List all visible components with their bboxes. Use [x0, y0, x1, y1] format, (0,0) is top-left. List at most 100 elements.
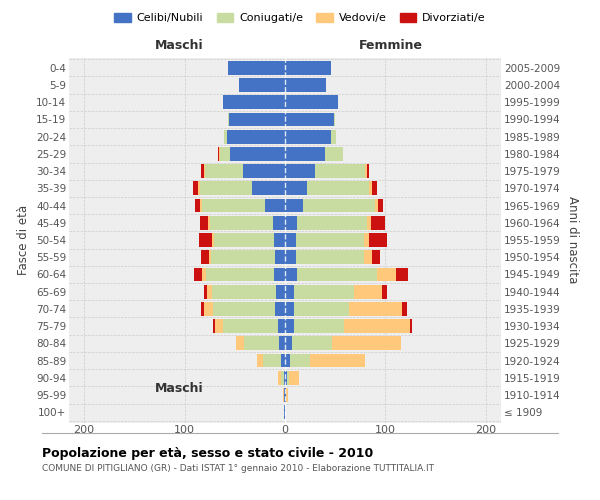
Bar [265, 198, 285, 212]
Bar [344, 319, 410, 333]
Bar [200, 182, 252, 195]
Bar [193, 182, 197, 195]
Bar [365, 164, 367, 178]
Bar [203, 302, 212, 316]
Bar [370, 182, 373, 195]
Bar [285, 336, 292, 350]
Bar [203, 285, 206, 298]
Bar [285, 268, 297, 281]
Bar [371, 216, 385, 230]
Bar [202, 198, 265, 212]
Bar [230, 147, 285, 161]
Bar [229, 112, 285, 126]
Text: Popolazione per età, sesso e stato civile - 2010: Popolazione per età, sesso e stato civil… [42, 448, 373, 460]
Bar [287, 371, 289, 384]
Bar [197, 182, 200, 195]
Bar [227, 130, 285, 143]
Bar [364, 233, 370, 247]
Bar [285, 96, 338, 109]
Bar [228, 112, 229, 126]
Bar [284, 388, 285, 402]
Bar [377, 268, 395, 281]
Bar [278, 319, 285, 333]
Bar [373, 250, 380, 264]
Y-axis label: Anni di nascita: Anni di nascita [566, 196, 579, 284]
Bar [285, 112, 334, 126]
Bar [285, 61, 331, 74]
Bar [290, 354, 310, 368]
Bar [218, 147, 220, 161]
Bar [236, 336, 244, 350]
Text: Maschi: Maschi [155, 39, 204, 52]
Bar [279, 336, 285, 350]
Bar [194, 268, 202, 281]
Bar [331, 130, 336, 143]
Bar [274, 233, 285, 247]
Bar [310, 354, 365, 368]
Bar [376, 198, 379, 212]
Bar [373, 182, 377, 195]
Bar [281, 354, 285, 368]
Bar [224, 130, 227, 143]
Bar [286, 388, 288, 402]
Bar [199, 233, 212, 247]
Bar [212, 233, 214, 247]
Bar [285, 78, 326, 92]
Bar [364, 250, 373, 264]
Bar [285, 285, 294, 298]
Bar [382, 285, 388, 298]
Bar [200, 250, 209, 264]
Legend: Celibi/Nubili, Coniugati/e, Vedovi/e, Divorziati/e: Celibi/Nubili, Coniugati/e, Vedovi/e, Di… [110, 8, 490, 28]
Text: Femmine: Femmine [358, 39, 422, 52]
Bar [325, 147, 343, 161]
Bar [285, 250, 296, 264]
Bar [281, 371, 284, 384]
Bar [209, 216, 273, 230]
Bar [214, 233, 274, 247]
Bar [303, 198, 376, 212]
Bar [370, 233, 388, 247]
Bar [205, 164, 243, 178]
Bar [206, 268, 274, 281]
Bar [297, 268, 377, 281]
Bar [194, 198, 200, 212]
Bar [294, 302, 349, 316]
Bar [395, 268, 407, 281]
Bar [284, 371, 285, 384]
Bar [307, 182, 370, 195]
Bar [297, 216, 367, 230]
Bar [285, 198, 303, 212]
Bar [285, 182, 307, 195]
Bar [332, 336, 401, 350]
Bar [212, 285, 276, 298]
Bar [285, 371, 287, 384]
Bar [200, 216, 208, 230]
Bar [209, 250, 211, 264]
Bar [228, 61, 285, 74]
Bar [203, 164, 205, 178]
Bar [257, 354, 263, 368]
Bar [294, 319, 344, 333]
Bar [275, 250, 285, 264]
Bar [285, 302, 294, 316]
Bar [263, 354, 281, 368]
Y-axis label: Fasce di età: Fasce di età [17, 205, 31, 275]
Bar [223, 96, 285, 109]
Bar [315, 164, 365, 178]
Bar [401, 302, 407, 316]
Bar [285, 354, 290, 368]
Bar [367, 164, 370, 178]
Bar [244, 336, 279, 350]
Bar [355, 285, 382, 298]
Bar [276, 285, 285, 298]
Bar [200, 164, 203, 178]
Bar [367, 216, 371, 230]
Bar [239, 78, 285, 92]
Bar [285, 216, 297, 230]
Bar [212, 319, 215, 333]
Bar [285, 388, 286, 402]
Bar [243, 164, 285, 178]
Text: COMUNE DI PITIGLIANO (GR) - Dati ISTAT 1° gennaio 2010 - Elaborazione TUTTITALIA: COMUNE DI PITIGLIANO (GR) - Dati ISTAT 1… [42, 464, 434, 473]
Bar [410, 319, 412, 333]
Text: Maschi: Maschi [155, 382, 204, 394]
